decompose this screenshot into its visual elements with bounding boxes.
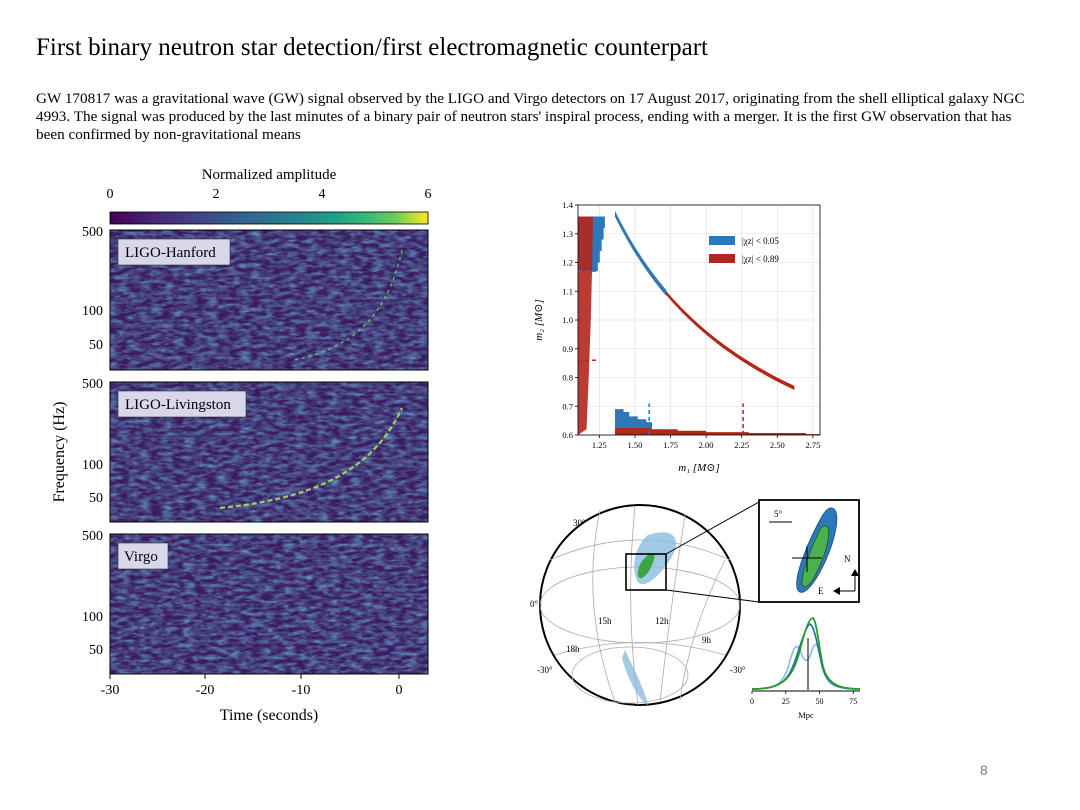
mass-posterior-plot: 1.25 1.50 1.75 2.00 2.25 2.50 2.75 0.60.70.80.… <box>533 200 821 474</box>
mass-y-label: m₂ [M⊙] <box>533 299 545 340</box>
spectrogram-panel-livingston: LIGO-Livingston <box>109 381 429 523</box>
x-axis-ticks: -30 -20 -10 0 <box>101 683 403 698</box>
x-tick: 1.25 <box>592 440 607 450</box>
slide-title: First binary neutron star detection/firs… <box>36 34 708 61</box>
y-axis-label: Frequency (Hz) <box>51 402 68 503</box>
x-tick: 2.25 <box>734 440 749 450</box>
page-number: 8 <box>980 762 988 778</box>
panel-label: LIGO-Hanford <box>125 245 216 261</box>
colorbar <box>109 211 429 225</box>
y-tick: 0.7 <box>562 401 573 411</box>
x-tick: 1.75 <box>663 440 678 450</box>
panel-label-box <box>117 390 247 418</box>
x-tick: -10 <box>292 683 311 698</box>
ra-label: 18h <box>566 644 580 654</box>
y-tick: 0.8 <box>562 373 573 383</box>
em-localization <box>637 553 655 579</box>
y-tick: 100 <box>82 458 103 473</box>
mass-band-low-spin <box>615 210 667 296</box>
spectrogram-panel-virgo: Virgo <box>109 533 429 675</box>
distance-tick: 50 <box>816 697 824 706</box>
sky-inset: 5° N E <box>758 499 860 603</box>
inset-scale-label: 5° <box>774 509 783 519</box>
mass-y-ticks: 0.6 0.7 0.8 0.9 1.0 1.1 1.2 1.3 1.4 <box>562 200 578 440</box>
x-tick: 0 <box>396 683 403 698</box>
colorbar-ticks: 0 2 4 6 <box>107 187 432 202</box>
distance-tick: 0 <box>750 697 754 706</box>
y-tick: 100 <box>82 610 103 625</box>
m1-marginal-high-spin <box>615 427 820 435</box>
slide-description: GW 170817 was a gravitational wave (GW) … <box>36 90 1025 143</box>
distance-posterior: 0 25 50 75 Mpc <box>750 617 861 720</box>
panel-label-box <box>117 542 169 570</box>
distance-curve-em <box>751 617 861 690</box>
mass-legend: |χz| < 0.05 |χz| < 0.89 <box>709 236 779 264</box>
y-tick: 1.0 <box>562 315 573 325</box>
y-tick: 100 <box>82 304 103 319</box>
spectrogram-figure: Normalized amplitude 0 2 4 6 LIGO-Hanfor… <box>51 167 432 724</box>
colorbar-tick: 4 <box>319 187 326 202</box>
ra-label: 9h <box>702 635 712 645</box>
m2-marginal-high-spin <box>578 216 593 435</box>
x-tick: 2.50 <box>770 440 785 450</box>
mass-x-label: m₁ [M⊙] <box>678 462 719 474</box>
distance-x-ticks: 0 25 50 75 <box>750 691 857 706</box>
x-tick: 2.00 <box>699 440 714 450</box>
x-tick: -30 <box>101 683 120 698</box>
compass-north: N <box>844 554 851 564</box>
y-tick: 0.9 <box>562 344 573 354</box>
panel-label: Virgo <box>124 549 158 565</box>
ra-label: 12h <box>655 616 669 626</box>
chirp-track <box>219 407 404 510</box>
spectrogram-panel-hanford: LIGO-Hanford <box>109 229 429 371</box>
y-tick: 0.6 <box>562 430 573 440</box>
y-tick: 1.2 <box>562 258 573 268</box>
legend-label-low-spin: |χz| < 0.05 <box>742 236 779 246</box>
distance-curve-network <box>751 623 861 690</box>
y-tick: 500 <box>82 377 103 392</box>
ra-label: 15h <box>598 616 612 626</box>
inset-em-ellipse <box>801 525 830 588</box>
gw-localization-band-south <box>622 650 648 705</box>
dec-label: 0° <box>530 599 539 609</box>
dec-label: -30° <box>730 665 746 675</box>
distance-tick: 75 <box>849 697 857 706</box>
y-tick: 50 <box>89 643 103 658</box>
colorbar-tick: 2 <box>213 187 220 202</box>
dec-label: 30° <box>573 518 586 528</box>
y-tick: 1.1 <box>562 286 573 296</box>
colorbar-tick: 0 <box>107 187 114 202</box>
chirp-track <box>294 249 403 361</box>
legend-swatch-high-spin <box>709 254 735 263</box>
legend-swatch-low-spin <box>709 236 735 245</box>
legend-label-high-spin: |χz| < 0.89 <box>742 254 779 264</box>
sky-localization-figure: 30° 0° -30° -30° 15h 12h 9h 18h 5° N E 0… <box>530 499 861 720</box>
x-axis-label: Time (seconds) <box>220 707 319 724</box>
y-tick: 1.3 <box>562 229 573 239</box>
panel-label-box <box>117 238 231 266</box>
mass-marks <box>578 210 820 435</box>
mass-grid <box>578 204 820 436</box>
mass-x-ticks: 1.25 1.50 1.75 2.00 2.25 2.50 2.75 <box>592 435 820 450</box>
sky-labels: 30° 0° -30° -30° 15h 12h 9h 18h <box>530 518 746 675</box>
colorbar-tick: 6 <box>425 187 432 202</box>
y-tick: 500 <box>82 529 103 544</box>
colorbar-label: Normalized amplitude <box>202 167 337 183</box>
compass-east: E <box>818 586 824 596</box>
x-tick: -20 <box>196 683 215 698</box>
y-axis-ticks: 500 100 50 500 100 50 500 100 50 <box>82 225 103 658</box>
zoom-box <box>625 553 667 591</box>
distance-curve-gw-only <box>751 643 861 690</box>
panel-label: LIGO-Livingston <box>125 397 231 413</box>
distance-x-label: Mpc <box>798 710 814 720</box>
dec-label: -30° <box>537 665 553 675</box>
x-tick: 2.75 <box>805 440 820 450</box>
y-tick: 1.4 <box>562 200 573 210</box>
y-tick: 50 <box>89 338 103 353</box>
distance-tick: 25 <box>782 697 790 706</box>
x-tick: 1.50 <box>628 440 643 450</box>
y-tick: 500 <box>82 225 103 240</box>
sky-globe <box>539 501 760 706</box>
y-tick: 50 <box>89 491 103 506</box>
